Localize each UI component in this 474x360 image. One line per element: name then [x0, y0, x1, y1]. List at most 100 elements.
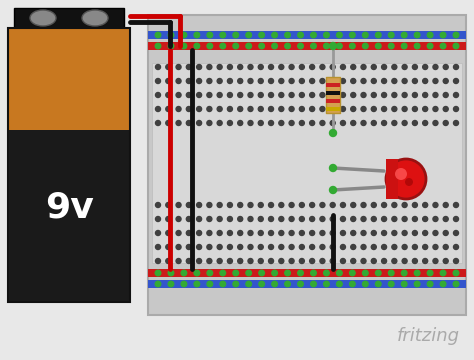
Bar: [8, 28, 130, 130]
Circle shape: [186, 258, 191, 264]
Circle shape: [220, 281, 226, 287]
Circle shape: [289, 216, 294, 221]
Circle shape: [382, 78, 387, 84]
Circle shape: [423, 216, 428, 221]
Circle shape: [392, 78, 397, 84]
Circle shape: [443, 64, 448, 69]
Circle shape: [340, 202, 346, 207]
Circle shape: [371, 107, 376, 112]
Circle shape: [176, 230, 181, 235]
Circle shape: [320, 244, 325, 249]
Circle shape: [440, 270, 446, 276]
Circle shape: [155, 281, 161, 287]
Circle shape: [298, 281, 303, 287]
Circle shape: [351, 107, 356, 112]
Circle shape: [412, 93, 418, 98]
Circle shape: [269, 78, 273, 84]
Circle shape: [433, 121, 438, 126]
Circle shape: [361, 258, 366, 264]
Circle shape: [371, 93, 376, 98]
Circle shape: [340, 78, 346, 84]
Circle shape: [324, 270, 329, 276]
Circle shape: [279, 64, 284, 69]
Circle shape: [197, 202, 201, 207]
Circle shape: [233, 32, 238, 38]
Circle shape: [402, 64, 407, 69]
Circle shape: [329, 186, 337, 194]
Circle shape: [269, 244, 273, 249]
Circle shape: [423, 230, 428, 235]
Circle shape: [443, 216, 448, 221]
Circle shape: [220, 43, 226, 49]
Circle shape: [176, 216, 181, 221]
Circle shape: [228, 64, 232, 69]
Bar: [8, 28, 130, 302]
Circle shape: [340, 258, 346, 264]
Circle shape: [351, 64, 356, 69]
Circle shape: [220, 270, 226, 276]
Circle shape: [285, 281, 291, 287]
Circle shape: [371, 216, 376, 221]
Circle shape: [269, 230, 273, 235]
Circle shape: [168, 32, 174, 38]
Circle shape: [289, 93, 294, 98]
Circle shape: [412, 230, 418, 235]
Circle shape: [361, 230, 366, 235]
Circle shape: [248, 78, 253, 84]
Circle shape: [300, 216, 304, 221]
Circle shape: [176, 78, 181, 84]
Circle shape: [320, 230, 325, 235]
Circle shape: [310, 32, 316, 38]
Circle shape: [382, 107, 387, 112]
Circle shape: [285, 43, 291, 49]
Circle shape: [330, 258, 335, 264]
Circle shape: [186, 93, 191, 98]
Circle shape: [289, 230, 294, 235]
Circle shape: [443, 121, 448, 126]
Circle shape: [392, 107, 397, 112]
Circle shape: [388, 43, 394, 49]
Circle shape: [207, 107, 212, 112]
Circle shape: [258, 64, 263, 69]
Circle shape: [228, 93, 232, 98]
Circle shape: [246, 281, 252, 287]
Circle shape: [443, 244, 448, 249]
Circle shape: [386, 159, 426, 199]
Circle shape: [351, 121, 356, 126]
Circle shape: [259, 43, 264, 49]
Circle shape: [392, 64, 397, 69]
Circle shape: [453, 281, 459, 287]
Circle shape: [351, 93, 356, 98]
Circle shape: [337, 281, 342, 287]
Circle shape: [248, 258, 253, 264]
Circle shape: [310, 78, 315, 84]
Circle shape: [388, 281, 394, 287]
Circle shape: [324, 281, 329, 287]
Circle shape: [269, 258, 273, 264]
Circle shape: [181, 43, 187, 49]
Circle shape: [176, 244, 181, 249]
Circle shape: [155, 107, 161, 112]
Circle shape: [454, 202, 458, 207]
Circle shape: [414, 43, 420, 49]
Circle shape: [330, 93, 335, 98]
Circle shape: [392, 121, 397, 126]
Circle shape: [269, 216, 273, 221]
Circle shape: [220, 32, 226, 38]
Circle shape: [269, 202, 273, 207]
Circle shape: [402, 78, 407, 84]
Circle shape: [330, 107, 335, 112]
Circle shape: [207, 270, 213, 276]
Circle shape: [300, 93, 304, 98]
Circle shape: [351, 216, 356, 221]
Circle shape: [382, 258, 387, 264]
Circle shape: [320, 121, 325, 126]
Circle shape: [186, 64, 191, 69]
Circle shape: [351, 244, 356, 249]
Circle shape: [300, 121, 304, 126]
Circle shape: [412, 258, 418, 264]
Circle shape: [443, 258, 448, 264]
Circle shape: [337, 32, 342, 38]
Circle shape: [361, 93, 366, 98]
Circle shape: [246, 32, 252, 38]
